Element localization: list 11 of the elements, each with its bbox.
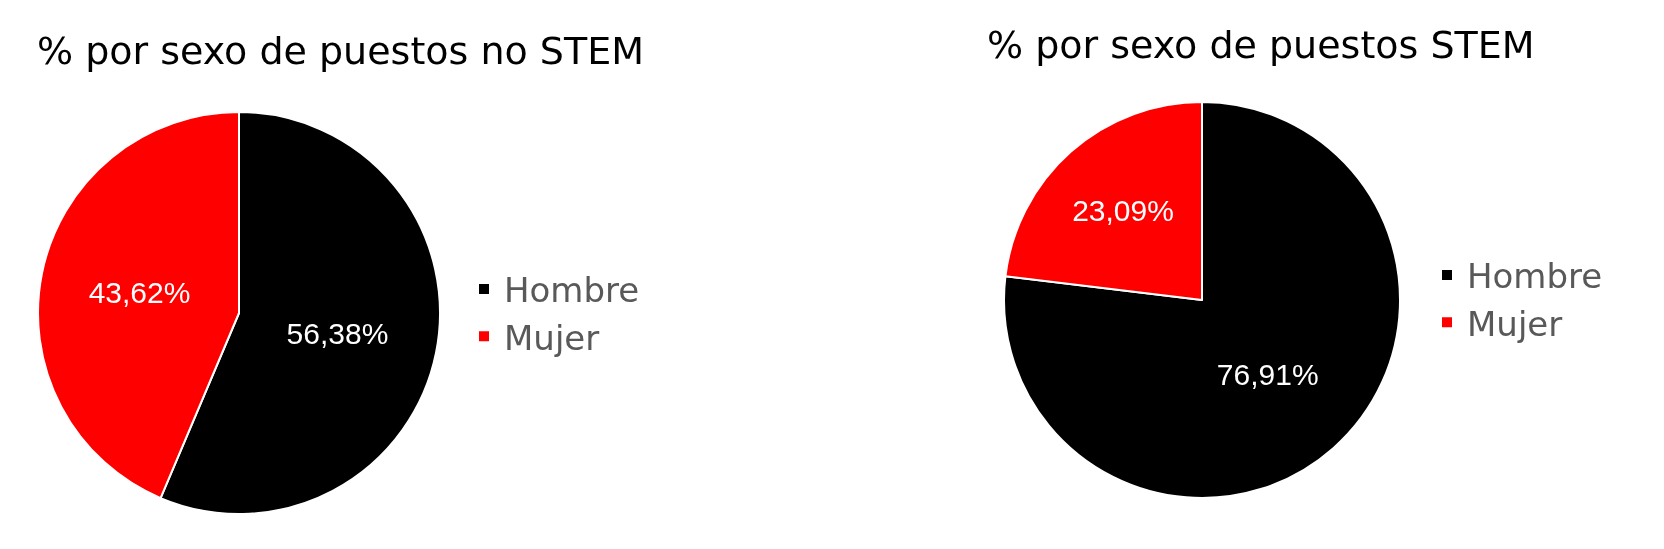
- data-label: 23,09%: [1072, 194, 1174, 228]
- pie-slice: [1003, 101, 1401, 499]
- data-label: 76,91%: [1216, 357, 1319, 391]
- data-label: 56,38%: [286, 316, 389, 350]
- legend-label: Hombre: [1467, 256, 1603, 297]
- legend-label: Mujer: [1467, 303, 1563, 344]
- data-label: 43,62%: [88, 276, 191, 310]
- chart-title: % por sexo de puestos STEM: [987, 23, 1535, 68]
- legend-label: Hombre: [504, 270, 640, 311]
- legend-label: Mujer: [504, 317, 600, 358]
- chart-title: % por sexo de puestos no STEM: [37, 29, 644, 74]
